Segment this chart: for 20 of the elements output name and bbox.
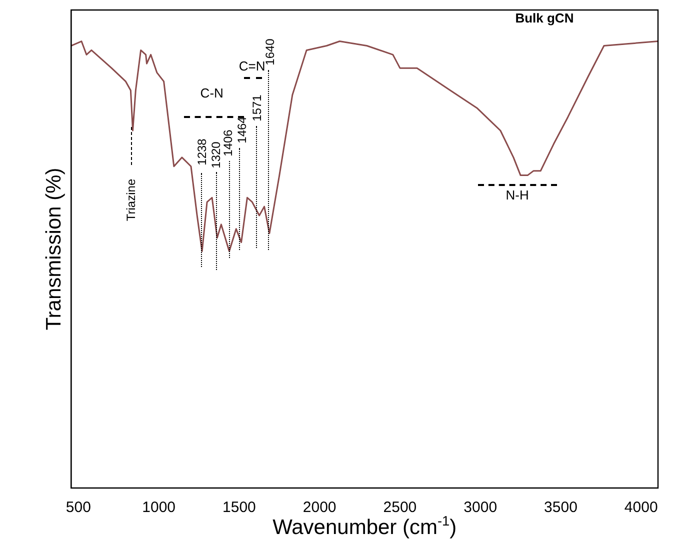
y-axis-title: Transmission (%)	[42, 168, 66, 330]
annotation: Triazine	[124, 178, 138, 222]
x-tick-label: 1000	[142, 499, 176, 516]
x-tick-label: 2500	[383, 499, 417, 516]
x-tick-label: 500	[66, 499, 91, 516]
annotation: 1464	[235, 116, 249, 144]
annotation: C-N	[200, 86, 224, 100]
x-tick-label: 3000	[464, 499, 498, 516]
x-tick-label: 2000	[302, 499, 336, 516]
annotation: 1571	[250, 94, 264, 122]
annotation: 1320	[208, 142, 223, 168]
text: Bulk gCN	[515, 10, 574, 26]
annotation: 1238	[194, 138, 209, 166]
annotation: N-H	[506, 188, 529, 202]
annotation: C=N	[238, 58, 266, 74]
annotation: 1640	[263, 38, 278, 66]
annotation: 1406	[220, 130, 235, 156]
x-tick-label: 4000	[624, 499, 658, 516]
x-tick-label: 1500	[222, 499, 256, 516]
x-tick-label: 3500	[544, 499, 578, 516]
